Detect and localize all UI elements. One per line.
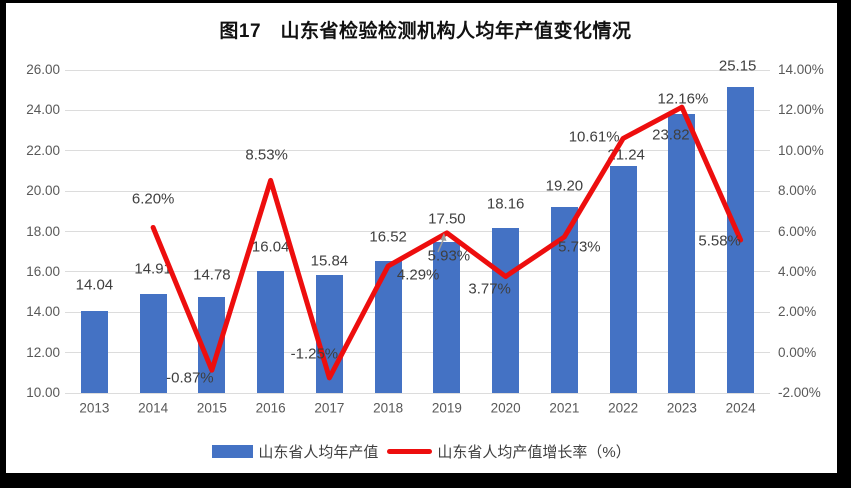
legend: 山东省人均年产值 山东省人均产值增长率（%） xyxy=(6,440,837,462)
legend-line-label: 山东省人均产值增长率（%） xyxy=(437,443,631,461)
legend-bar-swatch xyxy=(212,444,254,458)
chart-canvas xyxy=(6,3,837,473)
legend-bar-label: 山东省人均年产值 xyxy=(258,443,379,461)
chart-title: 图17 山东省检验检测机构人均年产值变化情况 xyxy=(219,21,632,42)
legend-line-swatch xyxy=(387,448,433,454)
